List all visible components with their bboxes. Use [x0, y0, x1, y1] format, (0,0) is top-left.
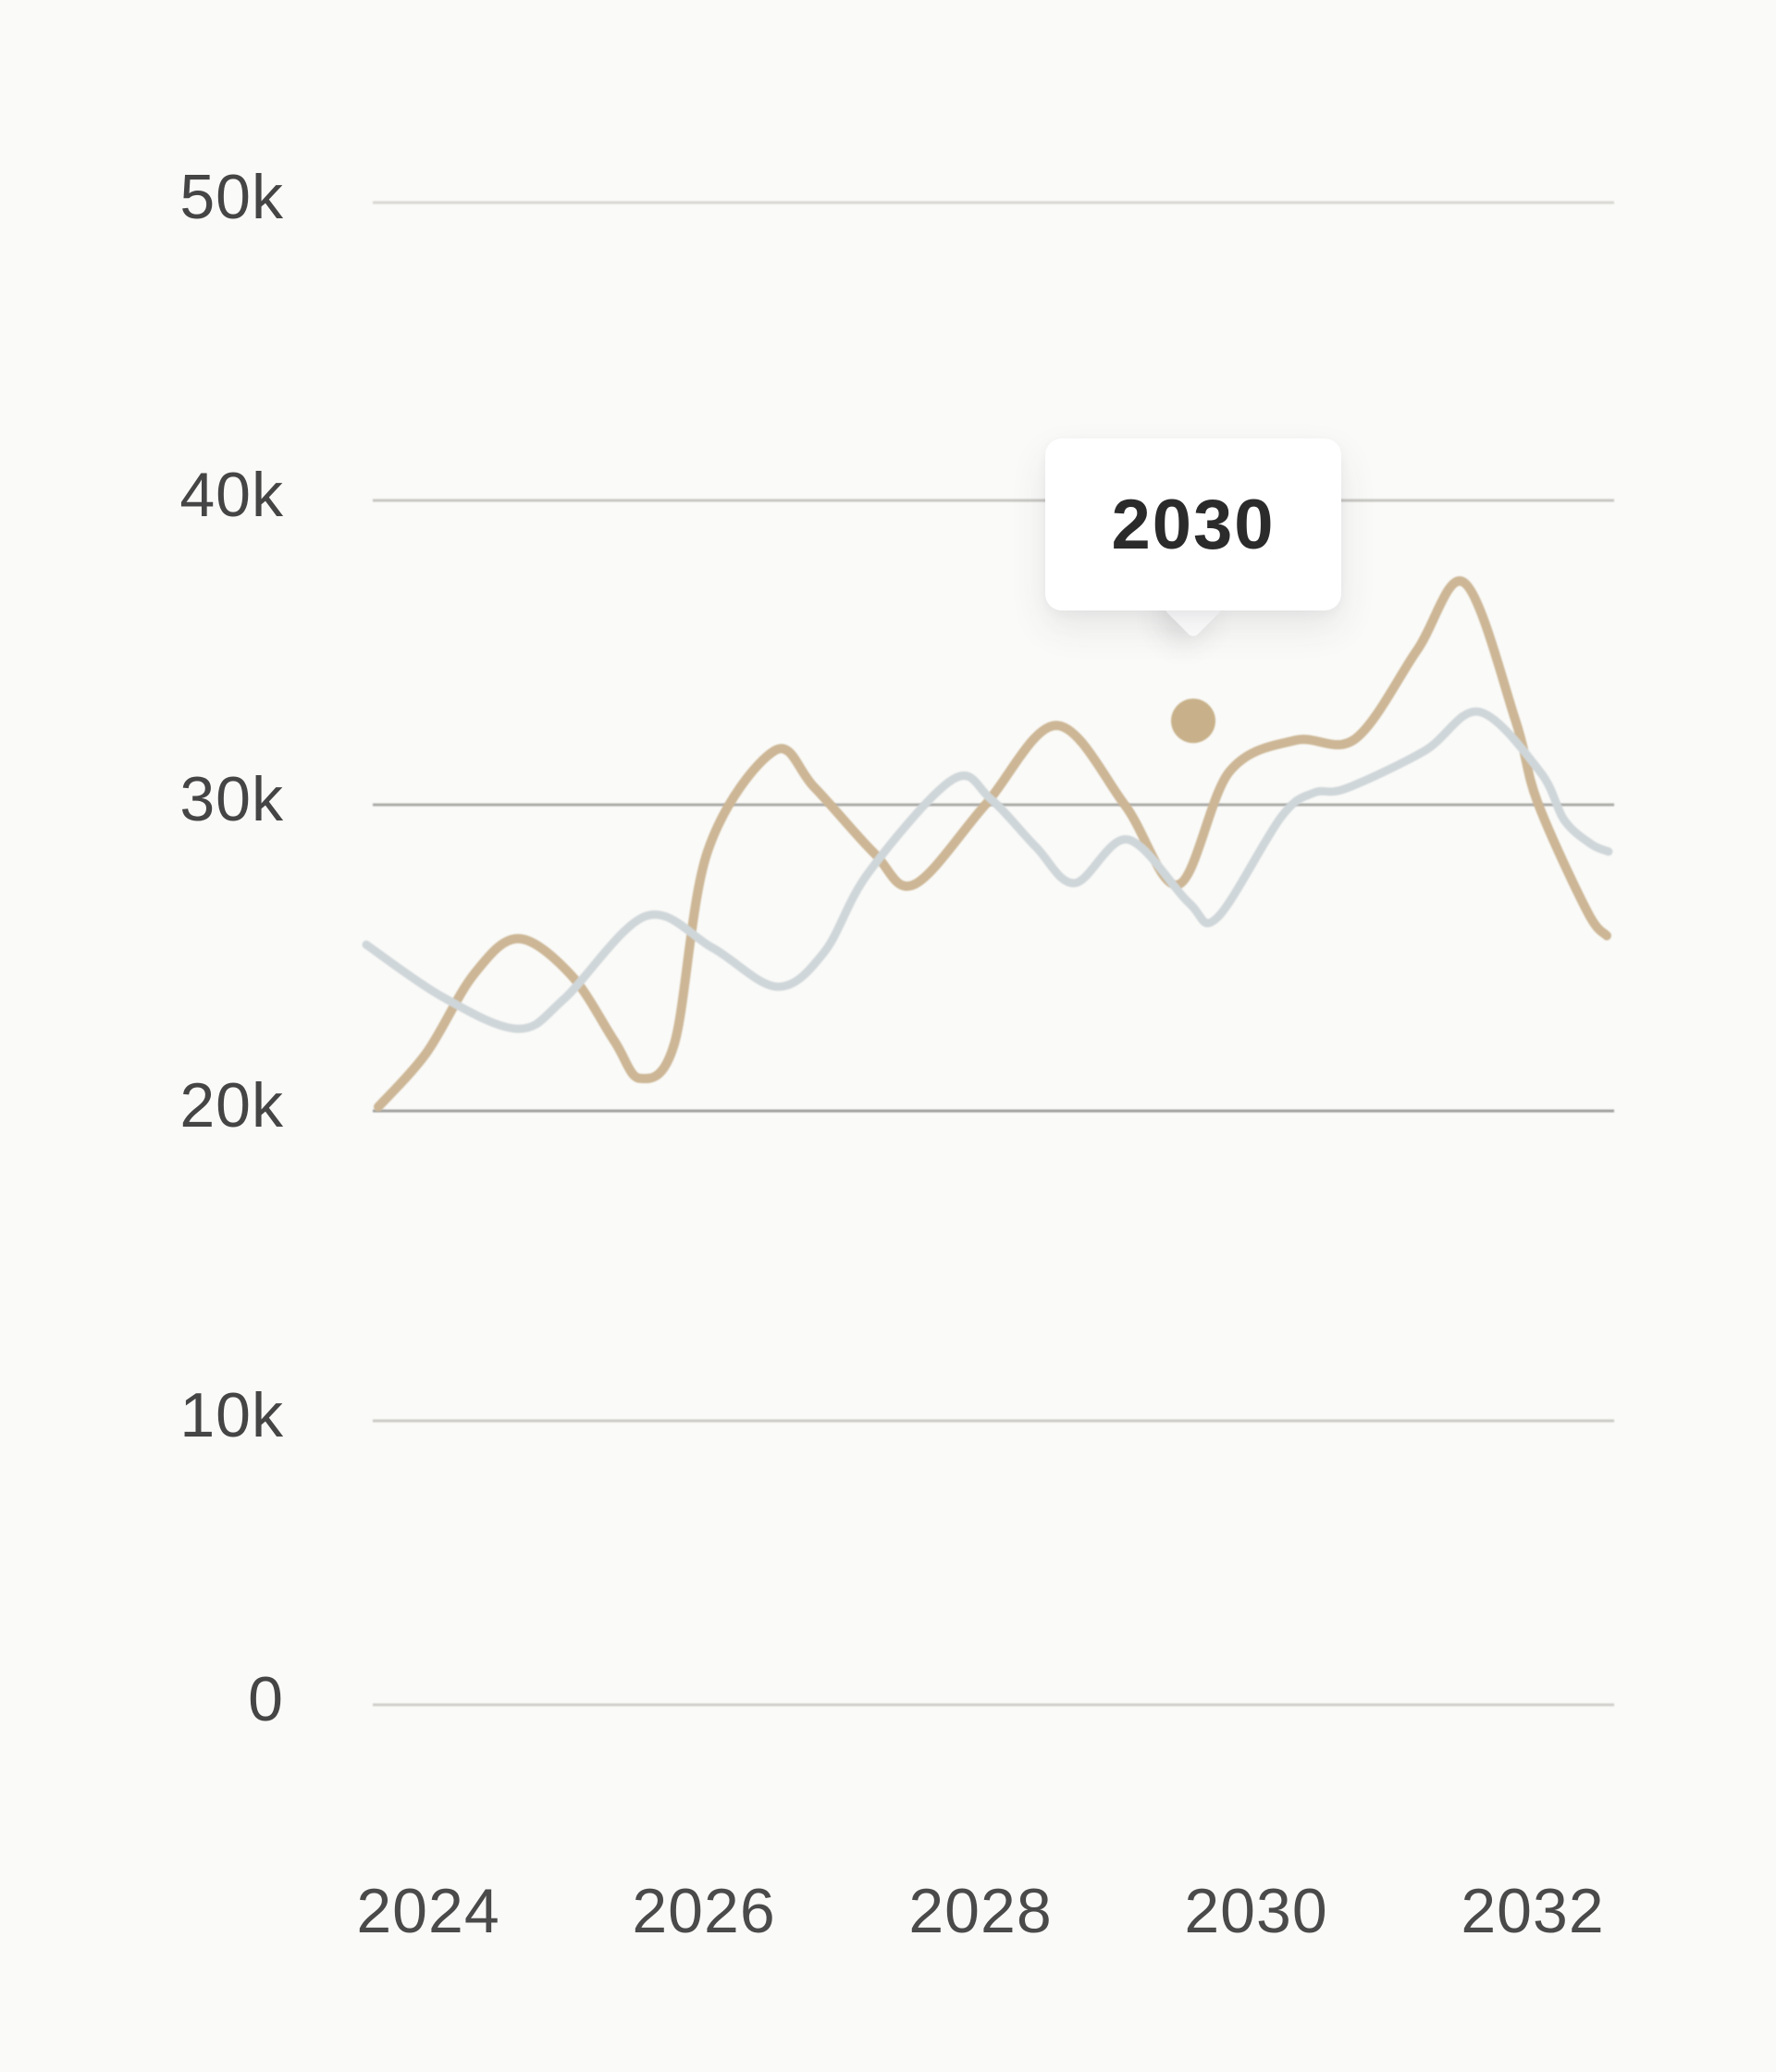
tooltip-year-label: 2030: [1111, 485, 1276, 564]
y-tick-50k: 50k: [179, 162, 284, 232]
x-tick-2028: 2028: [908, 1876, 1053, 1946]
y-tick-10k: 10k: [179, 1380, 284, 1450]
y-tick-40k: 40k: [179, 460, 284, 530]
x-tick-2030: 2030: [1184, 1876, 1328, 1946]
tooltip[interactable]: 2030: [1045, 438, 1341, 640]
y-tick-30k: 30k: [179, 764, 284, 834]
x-tick-2032: 2032: [1461, 1876, 1605, 1946]
tooltip-box: 2030: [1045, 438, 1341, 610]
x-tick-2024: 2024: [356, 1876, 500, 1946]
x-tick-2026: 2026: [632, 1876, 776, 1946]
y-tick-0: 0: [248, 1664, 284, 1734]
series-lines: [362, 576, 1613, 1112]
series-line-blue-gray: [362, 707, 1613, 1033]
hover-marker-dot[interactable]: [1171, 698, 1215, 744]
gridlines: [373, 201, 1614, 1707]
series-line-tan: [374, 576, 1611, 1112]
y-tick-20k: 20k: [179, 1070, 284, 1141]
